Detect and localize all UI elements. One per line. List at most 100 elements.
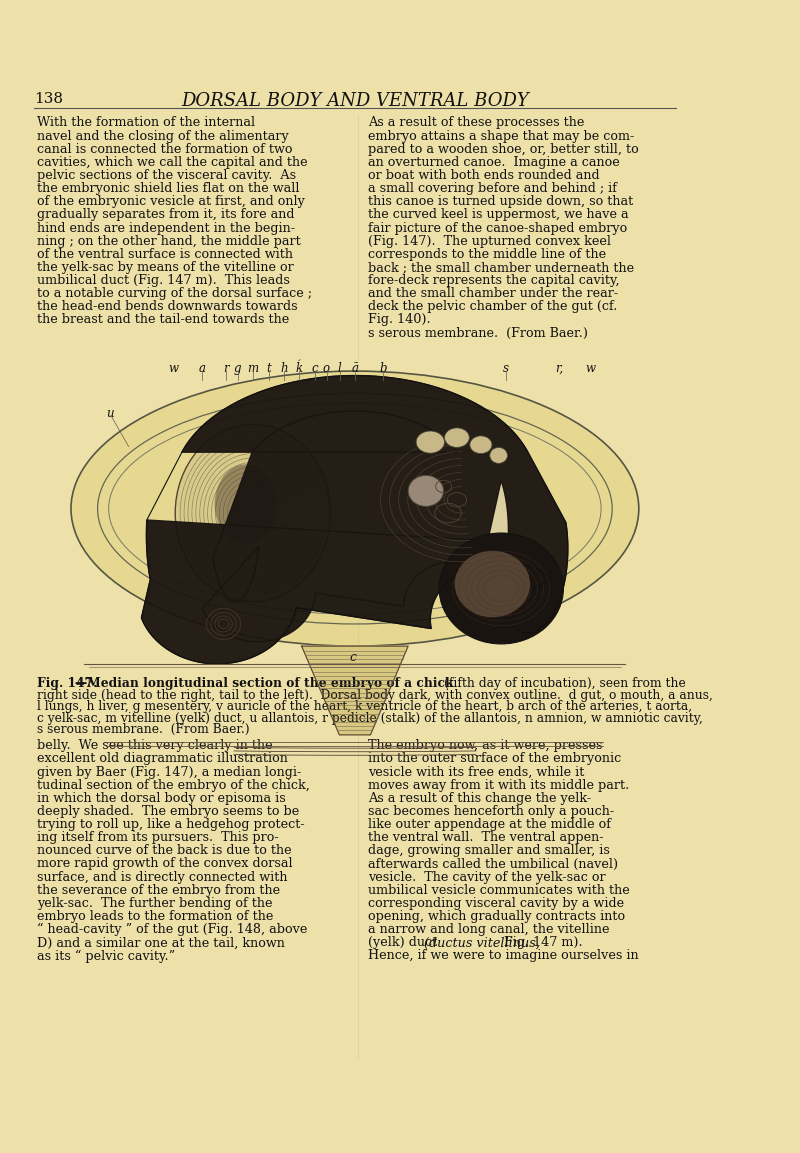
Text: the severance of the embryo from the: the severance of the embryo from the [38, 883, 280, 897]
Text: opening, which gradually contracts into: opening, which gradually contracts into [368, 910, 626, 924]
Text: w: w [168, 362, 178, 375]
Text: given by Baer (Fig. 147), a median longi-: given by Baer (Fig. 147), a median longi… [38, 766, 302, 778]
Ellipse shape [439, 533, 563, 643]
Text: (Fig. 147).  The upturned convex keel: (Fig. 147). The upturned convex keel [368, 235, 611, 248]
Text: moves away from it with its middle part.: moves away from it with its middle part. [368, 778, 630, 792]
Text: tudinal section of the embryo of the chick,: tudinal section of the embryo of the chi… [38, 778, 310, 792]
Text: DORSAL BODY AND VENTRAL BODY: DORSAL BODY AND VENTRAL BODY [181, 91, 529, 110]
Text: excellent old diagrammatic illustration: excellent old diagrammatic illustration [38, 753, 288, 766]
Text: t: t [266, 362, 271, 375]
Text: of the embryonic vesicle at first, and only: of the embryonic vesicle at first, and o… [38, 195, 305, 209]
Text: c: c [350, 650, 357, 664]
Text: the breast and the tail-end towards the: the breast and the tail-end towards the [38, 314, 290, 326]
Text: The embryo now, as it were, presses: The embryo now, as it were, presses [368, 739, 602, 752]
Text: embryo leads to the formation of the: embryo leads to the formation of the [38, 910, 274, 924]
Text: and the small chamber under the rear-: and the small chamber under the rear- [368, 287, 618, 300]
Text: a small covering before and behind ; if: a small covering before and behind ; if [368, 182, 618, 195]
Text: Fig. 140).: Fig. 140). [368, 314, 431, 326]
Text: hind ends are independent in the begin-: hind ends are independent in the begin- [38, 221, 295, 234]
Ellipse shape [454, 551, 530, 617]
Text: —Median longitudinal section of the embryo of a chick: —Median longitudinal section of the embr… [75, 677, 454, 691]
Text: of the ventral surface is connected with: of the ventral surface is connected with [38, 248, 294, 261]
Text: b: b [379, 362, 387, 375]
Text: umbilical vesicle communicates with the: umbilical vesicle communicates with the [368, 883, 630, 897]
Text: as its “ pelvic cavity.”: as its “ pelvic cavity.” [38, 949, 175, 963]
Text: s serous membrane.  (From Baer.): s serous membrane. (From Baer.) [38, 723, 250, 737]
Text: h: h [280, 362, 288, 375]
Text: c: c [312, 362, 318, 375]
Text: or boat with both ends rounded and: or boat with both ends rounded and [368, 169, 600, 182]
Text: belly.  We see this very clearly in the: belly. We see this very clearly in the [38, 739, 273, 752]
Ellipse shape [175, 424, 330, 602]
Text: more rapid growth of the convex dorsal: more rapid growth of the convex dorsal [38, 858, 293, 871]
Text: an overturned canoe.  Imagine a canoe: an overturned canoe. Imagine a canoe [368, 156, 620, 168]
Text: deeply shaded.  The embryo seems to be: deeply shaded. The embryo seems to be [38, 805, 299, 817]
Text: fore-deck represents the capital cavity,: fore-deck represents the capital cavity, [368, 274, 620, 287]
Text: As a result of this change the yelk-: As a result of this change the yelk- [368, 792, 591, 805]
Text: vesicle.  The cavity of the yelk-sac or: vesicle. The cavity of the yelk-sac or [368, 871, 606, 883]
Text: umbilical duct (Fig. 147 m).  This leads: umbilical duct (Fig. 147 m). This leads [38, 274, 290, 287]
Text: ing itself from its pursuers.  This pro-: ing itself from its pursuers. This pro- [38, 831, 279, 844]
Ellipse shape [416, 431, 445, 453]
Ellipse shape [355, 422, 532, 578]
Text: to a notable curving of the dorsal surface ;: to a notable curving of the dorsal surfa… [38, 287, 312, 300]
Text: r: r [223, 362, 229, 375]
Ellipse shape [214, 465, 277, 544]
Text: gradually separates from it, its fore and: gradually separates from it, its fore an… [38, 209, 294, 221]
Text: embryo attains a shape that may be com-: embryo attains a shape that may be com- [368, 129, 634, 143]
Text: Fig. 147 m).: Fig. 147 m). [499, 936, 582, 949]
Text: fair picture of the canoe-shaped embryo: fair picture of the canoe-shaped embryo [368, 221, 627, 234]
Text: trying to roll up, like a hedgehog protect-: trying to roll up, like a hedgehog prote… [38, 819, 305, 831]
Text: ning ; on the other hand, the middle part: ning ; on the other hand, the middle par… [38, 235, 301, 248]
Text: the curved keel is uppermost, we have a: the curved keel is uppermost, we have a [368, 209, 629, 221]
Text: s serous membrane.  (From Baer.): s serous membrane. (From Baer.) [368, 326, 588, 340]
Text: the yelk-sac by means of the vitelline or: the yelk-sac by means of the vitelline o… [38, 261, 294, 274]
Text: nounced curve of the back is due to the: nounced curve of the back is due to the [38, 844, 292, 858]
Polygon shape [142, 376, 568, 664]
Text: 138: 138 [34, 91, 62, 106]
Text: D) and a similar one at the tail, known: D) and a similar one at the tail, known [38, 936, 285, 949]
Text: in which the dorsal body or episoma is: in which the dorsal body or episoma is [38, 792, 286, 805]
Text: l lungs, h liver, g mesentery, v auricle of the heart, k ventricle of the heart,: l lungs, h liver, g mesentery, v auricle… [38, 700, 692, 714]
Text: the head-end bends downwards towards: the head-end bends downwards towards [38, 300, 298, 314]
Text: afterwards called the umbilical (navel): afterwards called the umbilical (navel) [368, 858, 618, 871]
Ellipse shape [445, 428, 470, 447]
Text: pared to a wooden shoe, or, better still, to: pared to a wooden shoe, or, better still… [368, 143, 639, 156]
Text: dage, growing smaller and smaller, is: dage, growing smaller and smaller, is [368, 844, 610, 858]
Text: ḱ: ḱ [295, 362, 302, 375]
Text: a narrow and long canal, the vitelline: a narrow and long canal, the vitelline [368, 924, 610, 936]
Text: back ; the small chamber underneath the: back ; the small chamber underneath the [368, 261, 634, 274]
Text: o: o [323, 362, 330, 375]
Text: m: m [247, 362, 258, 375]
Text: right side (head to the right, tail to the left).  Dorsal body dark, with convex: right side (head to the right, tail to t… [38, 688, 713, 702]
Text: (ductus vitellinus,: (ductus vitellinus, [424, 936, 540, 949]
Text: corresponding visceral cavity by a wide: corresponding visceral cavity by a wide [368, 897, 624, 910]
Text: ā: ā [351, 362, 358, 375]
Text: navel and the closing of the alimentary: navel and the closing of the alimentary [38, 129, 289, 143]
Text: u: u [106, 407, 114, 420]
Text: s: s [502, 362, 509, 375]
Ellipse shape [71, 371, 639, 646]
Text: r,: r, [555, 362, 563, 375]
Ellipse shape [490, 447, 507, 464]
Text: Hence, if we were to imagine ourselves in: Hence, if we were to imagine ourselves i… [368, 949, 639, 963]
Text: corresponds to the middle line of the: corresponds to the middle line of the [368, 248, 606, 261]
Text: (yelk) duct: (yelk) duct [368, 936, 442, 949]
Ellipse shape [408, 475, 444, 506]
Text: With the formation of the internal: With the formation of the internal [38, 116, 255, 129]
Text: w: w [585, 362, 595, 375]
Polygon shape [302, 646, 408, 734]
Text: the embryonic shield lies flat on the wall: the embryonic shield lies flat on the wa… [38, 182, 300, 195]
Text: yelk-sac.  The further bending of the: yelk-sac. The further bending of the [38, 897, 273, 910]
Text: into the outer surface of the embryonic: into the outer surface of the embryonic [368, 753, 622, 766]
Text: g: g [234, 362, 242, 375]
Text: l: l [338, 362, 342, 375]
Text: canal is connected the formation of two: canal is connected the formation of two [38, 143, 293, 156]
Text: As a result of these processes the: As a result of these processes the [368, 116, 585, 129]
Text: like outer appendage at the middle of: like outer appendage at the middle of [368, 819, 611, 831]
Text: surface, and is directly connected with: surface, and is directly connected with [38, 871, 288, 883]
Text: Fig. 147.: Fig. 147. [38, 677, 98, 691]
Text: (fifth day of incubation), seen from the: (fifth day of incubation), seen from the [444, 677, 686, 691]
Ellipse shape [470, 436, 492, 453]
Text: this canoe is turned upside down, so that: this canoe is turned upside down, so tha… [368, 195, 634, 209]
